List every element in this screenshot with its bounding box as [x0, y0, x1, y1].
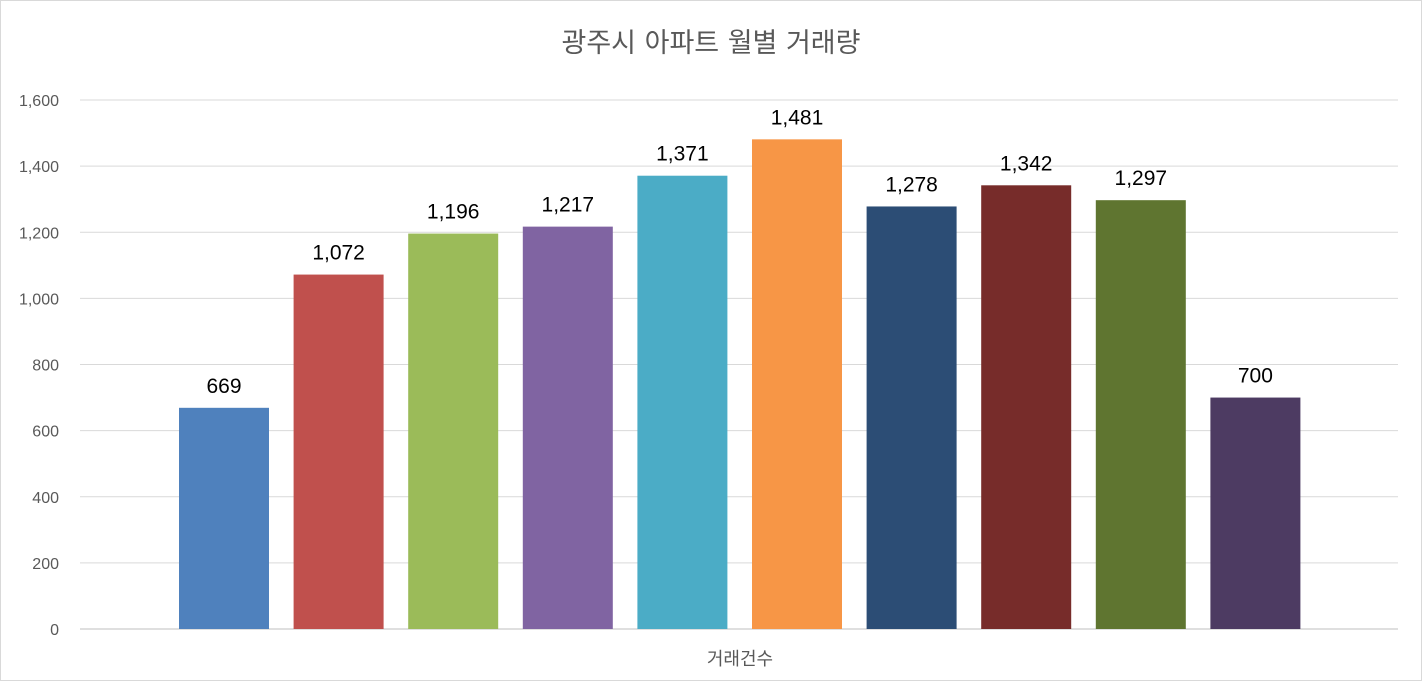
y-tick-label: 200	[32, 556, 59, 573]
bar	[293, 274, 384, 629]
bar	[522, 226, 613, 629]
y-tick-label: 0	[50, 622, 59, 639]
y-tick-label: 600	[32, 424, 59, 441]
data-labels: 669 1,072 1,196 1,217 1,371 1,481 1,278 1,342 1,…	[206, 106, 1272, 397]
bar-value-label: 1,217	[542, 194, 595, 217]
bar-value-label: 1,196	[427, 201, 480, 224]
y-axis-tick-labels: 0 200 400 600 800 1,000 1,200 1,400 1,600	[19, 93, 59, 639]
y-tick-label: 1,600	[19, 93, 59, 110]
bar-value-label: 669	[206, 375, 241, 398]
bar-value-label: 1,278	[885, 173, 938, 196]
bar-value-label: 700	[1238, 365, 1273, 388]
y-tick-label: 1,400	[19, 159, 59, 176]
y-tick-label: 800	[32, 358, 59, 375]
bar-value-label: 1,481	[771, 106, 824, 129]
bar	[752, 139, 842, 630]
bar-value-label: 1,342	[1000, 152, 1053, 175]
bar-value-label: 1,072	[312, 242, 365, 265]
bar	[179, 407, 269, 629]
y-tick-label: 1,200	[19, 225, 59, 242]
bar	[637, 175, 728, 629]
y-tick-label: 400	[32, 490, 59, 507]
bar	[866, 206, 957, 629]
x-axis-title: 거래건수	[707, 649, 773, 669]
y-tick-label: 1,000	[19, 291, 59, 308]
bar-value-label: 1,371	[656, 143, 709, 166]
bar-value-label: 1,297	[1115, 167, 1168, 190]
gridlines	[80, 99, 1398, 630]
bar	[1210, 397, 1301, 629]
bars	[179, 139, 1301, 630]
bar	[1095, 200, 1186, 629]
bar	[408, 233, 499, 629]
bar	[981, 185, 1072, 629]
chart-title: 광주시 아파트 월별 거래량	[561, 28, 861, 59]
